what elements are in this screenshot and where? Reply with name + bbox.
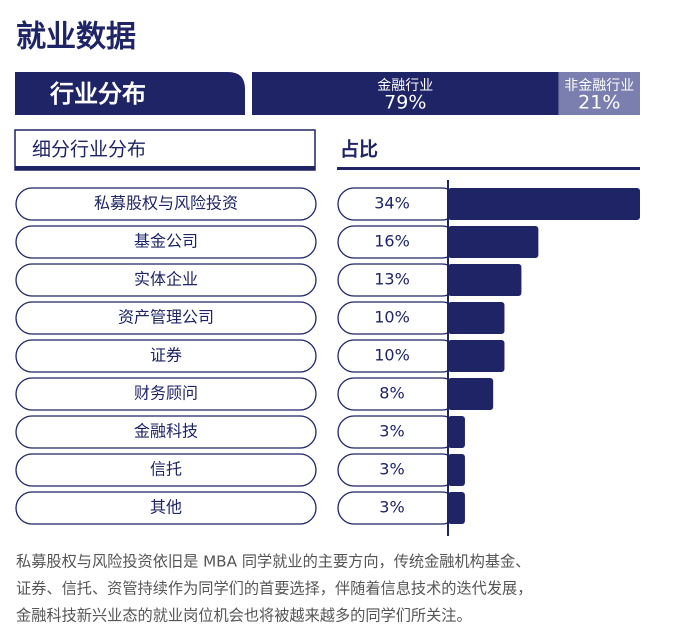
section-tab: [15, 72, 245, 115]
category-pill: [15, 187, 317, 221]
note-line: 私募股权与风险投资依旧是 MBA 同学就业的主要方向，传统金融机构基金、: [16, 553, 530, 571]
value-label: 8%: [379, 384, 404, 403]
value-label: 10%: [374, 346, 410, 365]
category-pill: [15, 339, 317, 373]
bar: [448, 264, 522, 296]
category-header: 细分行业分布: [32, 139, 146, 161]
bar: [448, 416, 465, 448]
value-label: 16%: [374, 232, 410, 251]
category-label: 资产管理公司: [118, 308, 214, 327]
category-label: 金融科技: [134, 422, 198, 441]
category-label: 证券: [150, 346, 182, 365]
category-label: 基金公司: [134, 232, 198, 251]
category-label: 信托: [150, 460, 182, 479]
value-label: 3%: [379, 422, 404, 441]
segment-value: 21%: [578, 92, 620, 114]
value-label: 10%: [374, 308, 410, 327]
bar: [448, 454, 465, 486]
category-header-box: [14, 129, 316, 171]
bar: [448, 492, 465, 524]
category-pill: [15, 225, 317, 259]
category-label: 其他: [150, 498, 182, 517]
segment-value: 79%: [384, 92, 426, 114]
category-label: 私募股权与风险投资: [94, 194, 238, 213]
note-line: 金融科技新兴业态的就业岗位机会也将被越来越多的同学们所关注。: [16, 607, 472, 625]
value-label: 3%: [379, 460, 404, 479]
value-label: 3%: [379, 498, 404, 517]
note-line: 证券、信托、资管持续作为同学们的首要选择，伴随着信息技术的迭代发展，: [16, 580, 532, 598]
segment-name: 非金融行业: [564, 78, 634, 94]
category-pill: [15, 263, 317, 297]
category-pill: [15, 491, 317, 525]
section-label: 行业分布: [49, 80, 146, 108]
bar: [448, 340, 505, 372]
overview-segment: [558, 72, 640, 115]
value-label: 13%: [374, 270, 410, 289]
bar: [448, 226, 539, 258]
category-pill: [15, 415, 317, 449]
category-pill: [15, 301, 317, 335]
segment-name: 金融行业: [377, 78, 433, 94]
bar: [448, 188, 640, 220]
category-label: 财务顾问: [134, 384, 198, 403]
value-label: 34%: [374, 194, 410, 213]
category-label: 实体企业: [134, 270, 198, 289]
page-title: 就业数据: [16, 20, 136, 55]
bar: [448, 302, 505, 334]
category-pill: [15, 453, 317, 487]
header-underline: [15, 166, 315, 170]
bar: [448, 378, 494, 410]
value-header: 占比: [340, 138, 378, 161]
header-underline: [337, 167, 640, 170]
overview-segment: [252, 72, 559, 115]
category-pill: [15, 377, 317, 411]
